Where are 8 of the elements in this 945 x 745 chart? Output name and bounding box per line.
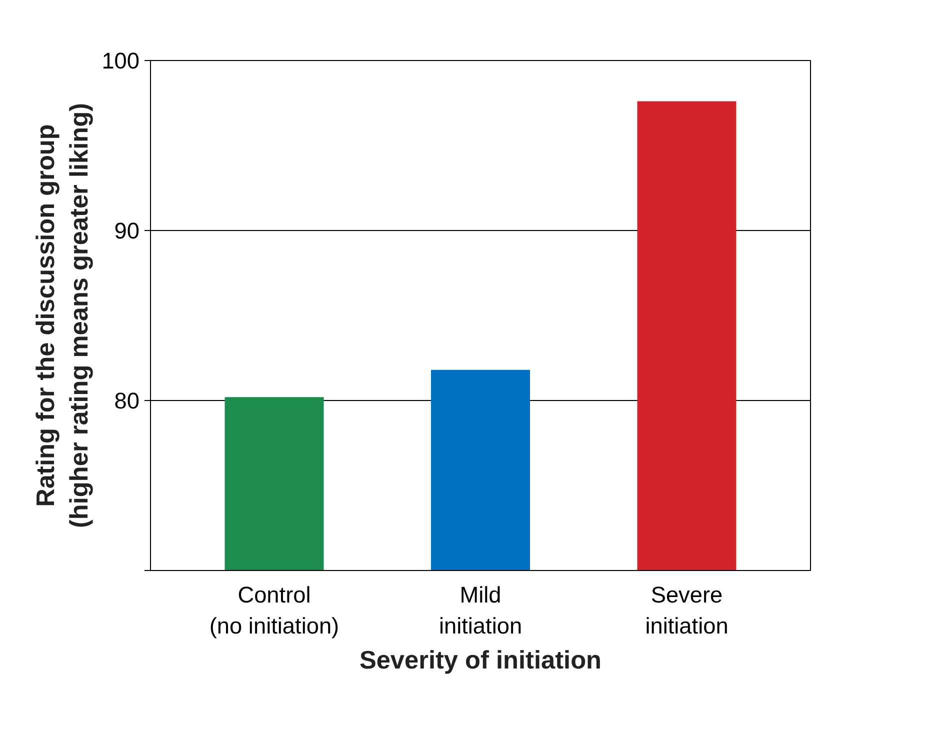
y-tick-label: 100 xyxy=(102,48,140,74)
y-axis-title: Rating for the discussion group (higher rating means greater liking) xyxy=(32,102,94,528)
x-tick-label: Control (no initiation) xyxy=(209,582,340,639)
y-tick-label: 90 xyxy=(114,218,140,244)
y-tick-label: 80 xyxy=(114,388,140,414)
x-axis-title: Severity of initiation xyxy=(359,646,602,675)
x-tick-label: Severe initiation xyxy=(645,582,728,639)
x-tick-label: Mild initiation xyxy=(438,582,522,639)
